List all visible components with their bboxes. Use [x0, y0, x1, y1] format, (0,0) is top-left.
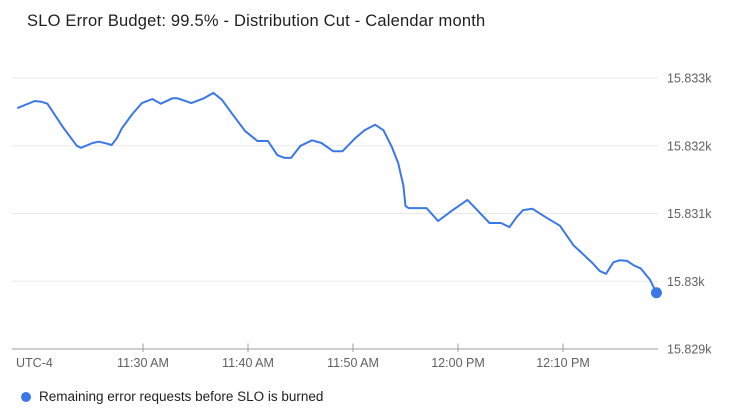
chart-title: SLO Error Budget: 99.5% - Distribution C… [27, 12, 486, 30]
x-axis-tick-label: 12:00 PM [431, 356, 485, 370]
legend-series-marker-icon [21, 391, 31, 402]
legend-series-label: Remaining error requests before SLO is b… [39, 389, 324, 404]
timezone-label: UTC-4 [16, 356, 53, 370]
x-axis-tick-label: 11:30 AM [117, 356, 169, 370]
series-endpoint-dot [650, 287, 662, 299]
y-axis-tick-label: 15.829k [667, 343, 712, 357]
y-axis-tick-label: 15.833k [667, 72, 712, 86]
x-axis-tick-label: 11:40 AM [222, 356, 274, 370]
y-axis-tick-label: 15.83k [667, 275, 705, 289]
y-axis-tick-label: 15.831k [667, 207, 712, 221]
x-axis-tick-label: 11:50 AM [327, 356, 379, 370]
y-axis-tick-label: 15.832k [667, 139, 712, 153]
chart-legend-item[interactable]: Remaining error requests before SLO is b… [21, 389, 323, 404]
x-axis-tick-label: 12:10 PM [536, 356, 590, 370]
series-line [17, 91, 658, 294]
